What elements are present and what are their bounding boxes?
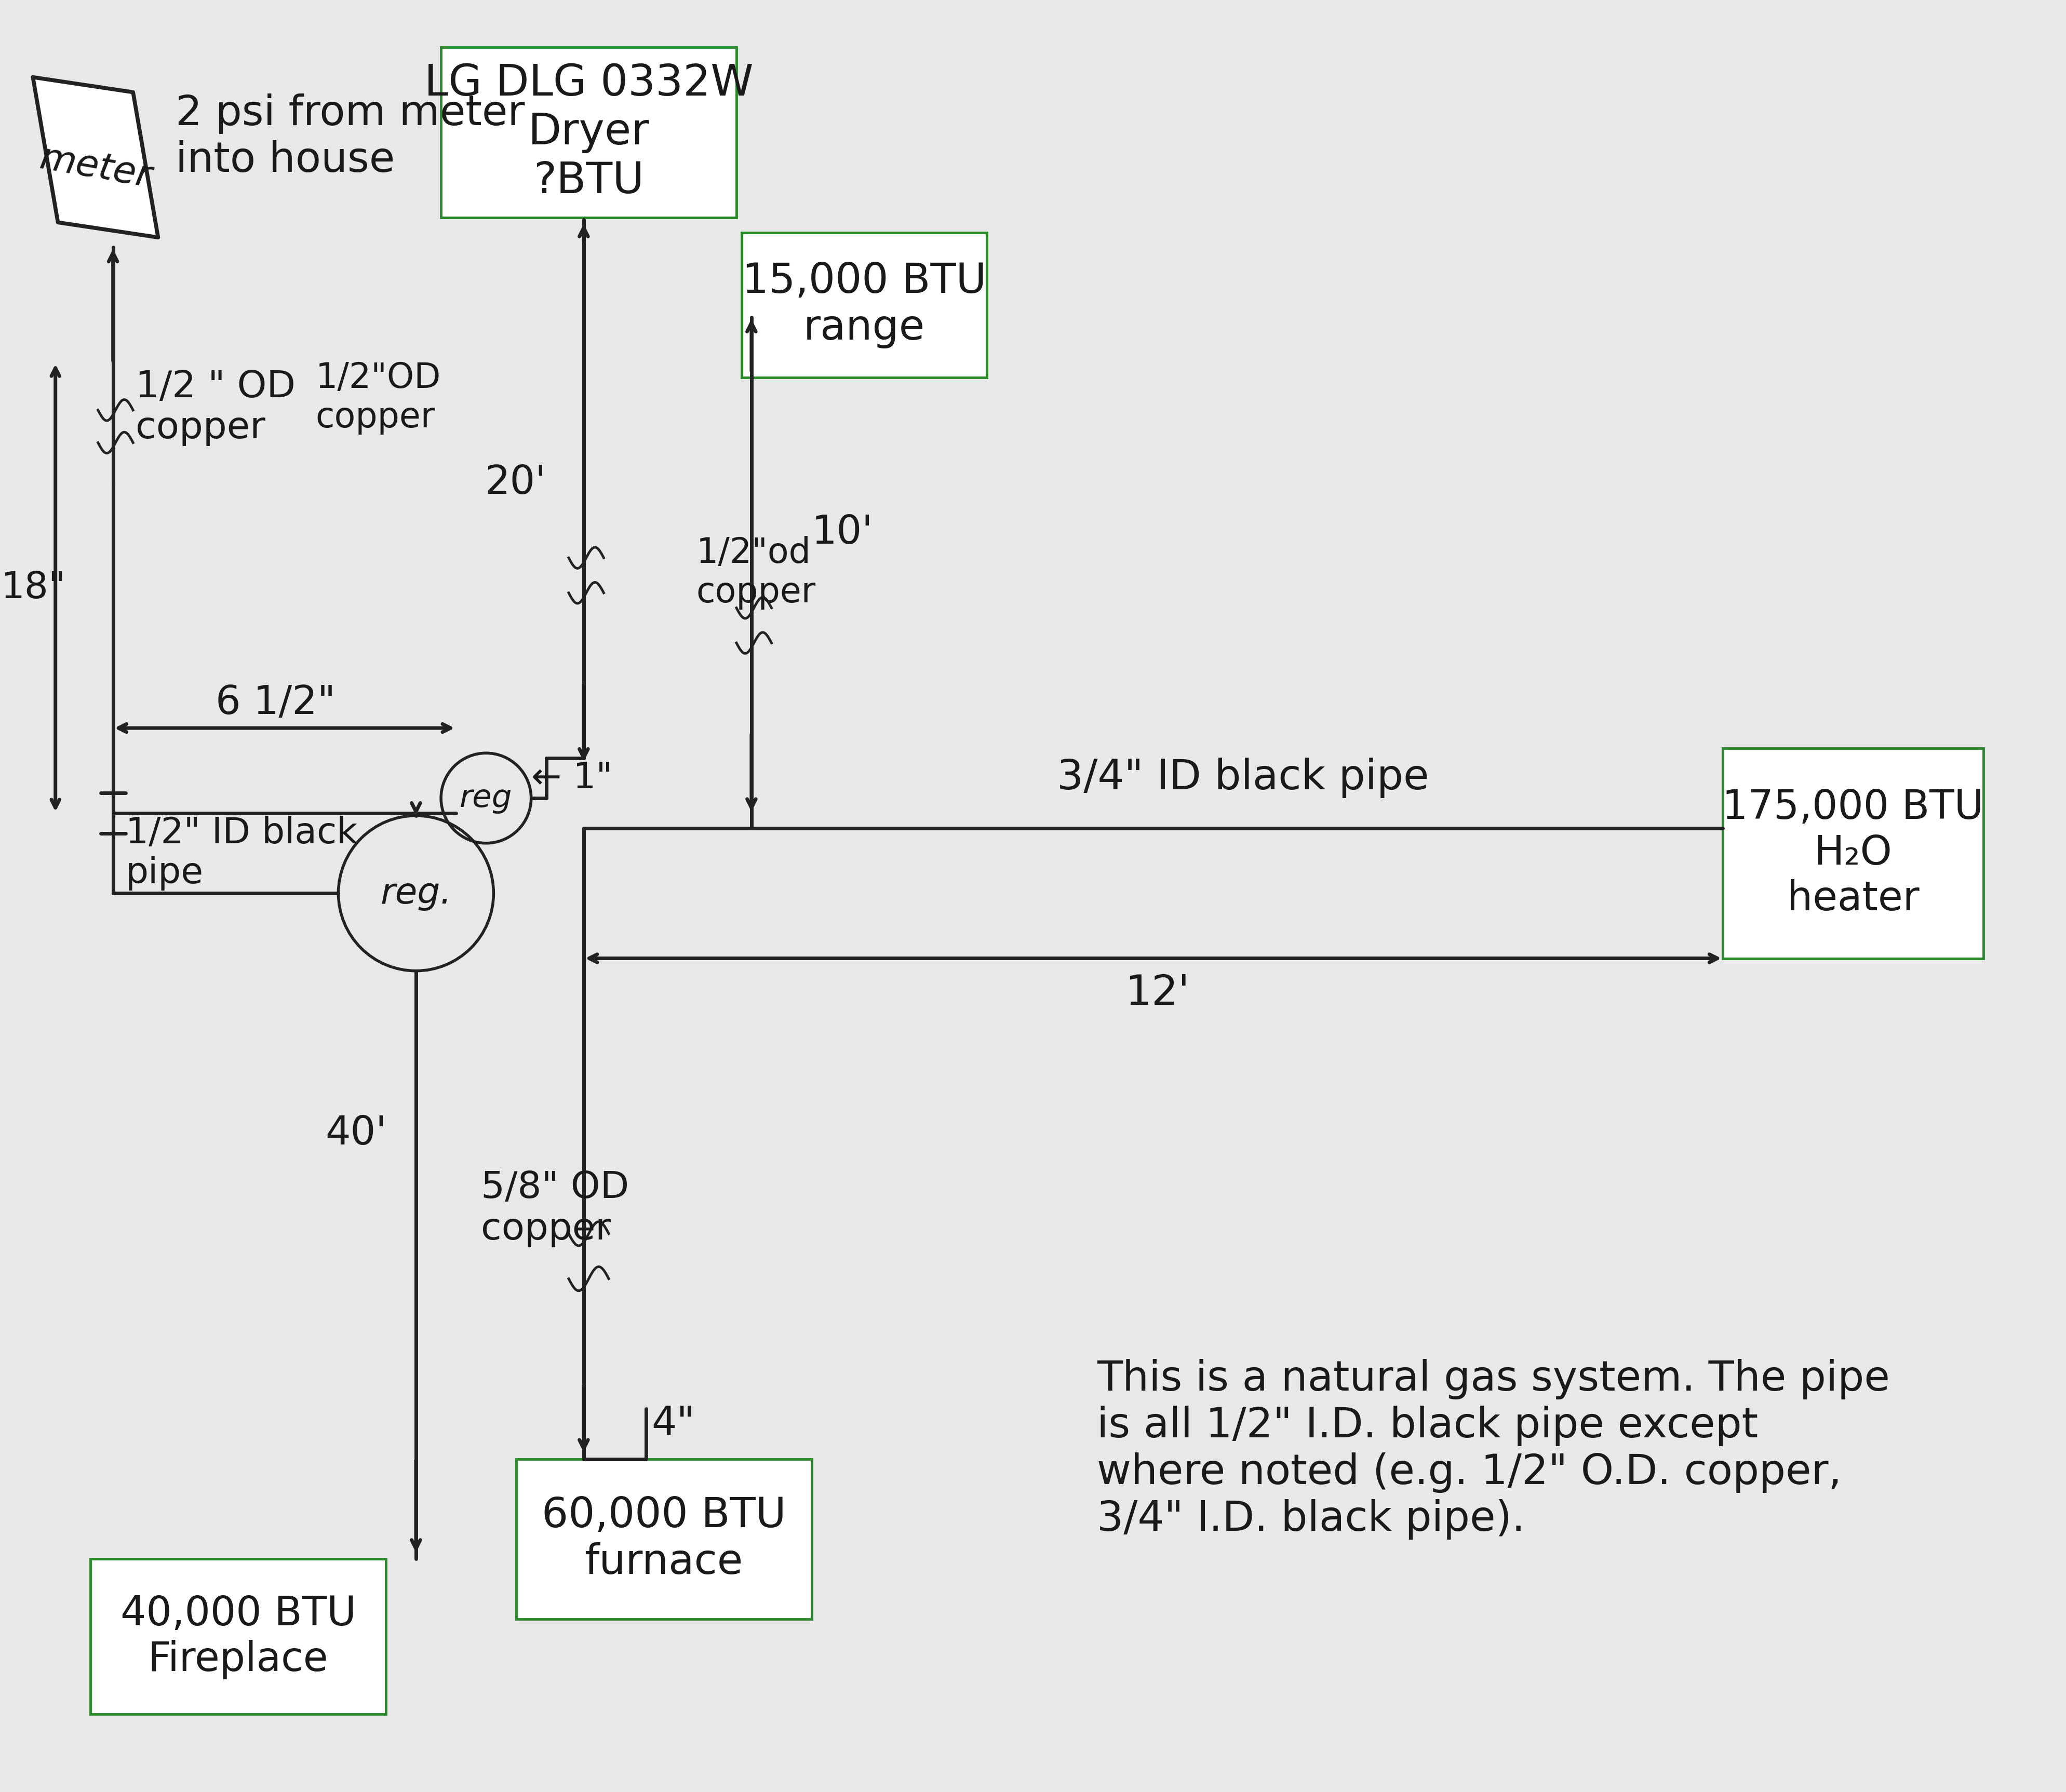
Bar [440,47,735,217]
Text: 2 psi from meter
into house: 2 psi from meter into house [176,93,525,181]
Text: 4": 4" [651,1405,694,1443]
Text: 1/2" ID black
pipe: 1/2" ID black pipe [126,815,357,891]
Text: 15,000 BTU
range: 15,000 BTU range [742,262,985,349]
Bar [91,1559,386,1715]
Text: 60,000 BTU
furnace: 60,000 BTU furnace [541,1495,785,1582]
Polygon shape [33,77,159,237]
Bar [1723,747,1983,959]
Text: 3/4" ID black pipe: 3/4" ID black pipe [1058,758,1430,799]
Bar [516,1459,812,1620]
Text: 5/8" OD
copper: 5/8" OD copper [481,1170,630,1247]
Text: 20': 20' [486,464,545,502]
Text: 40,000 BTU
Fireplace: 40,000 BTU Fireplace [120,1595,355,1679]
Text: meter: meter [37,140,155,195]
Text: 6 1/2": 6 1/2" [215,685,337,722]
Text: LG DLG 0332W
Dryer
?BTU: LG DLG 0332W Dryer ?BTU [424,63,754,202]
Text: 1/2"OD
copper: 1/2"OD copper [316,360,440,435]
Bar [742,233,988,378]
Text: 40': 40' [324,1115,386,1152]
Text: ← 1": ← 1" [531,760,612,796]
Text: This is a natural gas system. The pipe
is all 1/2" I.D. black pipe except
where : This is a natural gas system. The pipe i… [1097,1358,1890,1539]
Text: 18": 18" [0,570,66,606]
Text: 12': 12' [1124,973,1190,1014]
Text: 175,000 BTU
H₂O
heater: 175,000 BTU H₂O heater [1723,788,1983,919]
Text: reg: reg [461,783,512,814]
Text: reg.: reg. [380,876,452,910]
Text: 10': 10' [812,514,874,552]
Text: 1/2 " OD
copper: 1/2 " OD copper [136,369,295,446]
Text: 1/2"od
copper: 1/2"od copper [696,536,816,609]
